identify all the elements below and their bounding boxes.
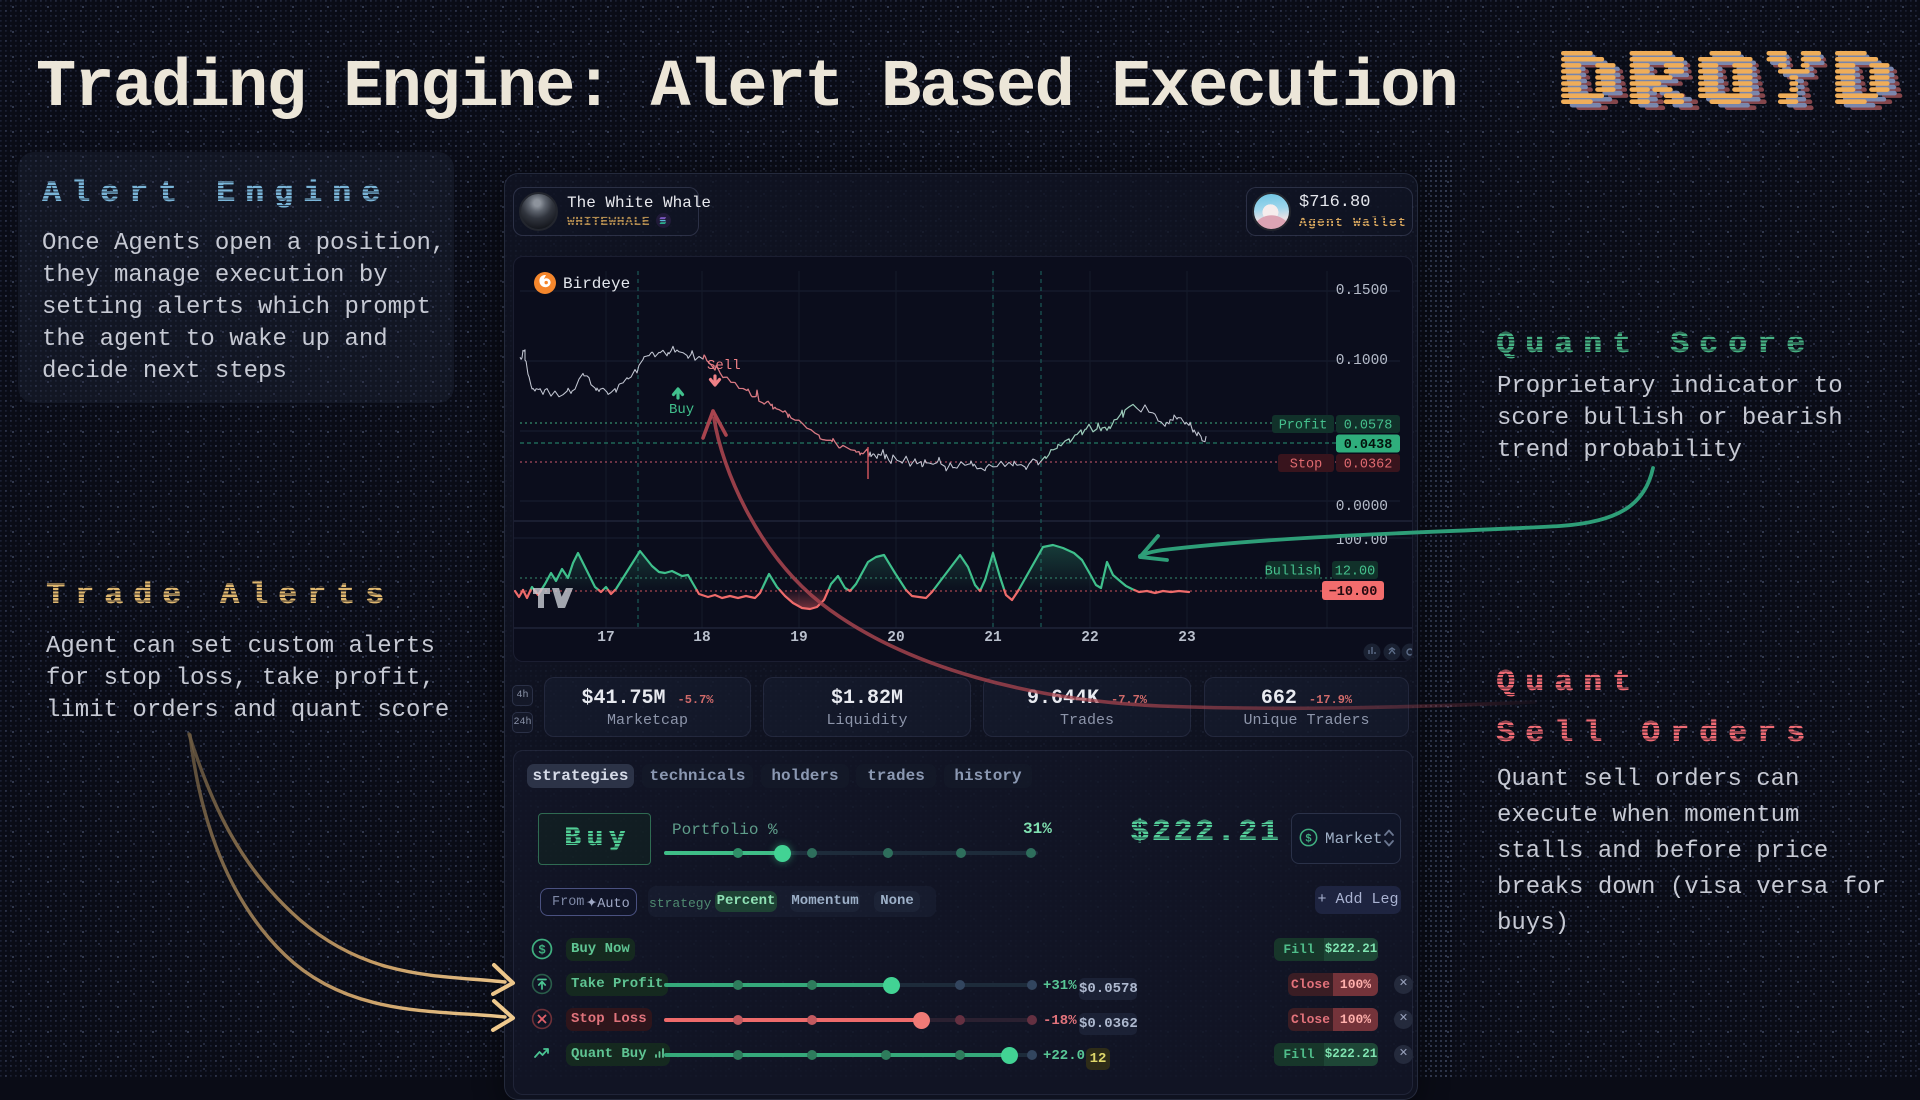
svg-text:17: 17 xyxy=(597,630,614,646)
svg-text:100.00: 100.00 xyxy=(1336,533,1388,549)
svg-text:$: $ xyxy=(538,943,546,958)
svg-text:Stop: Stop xyxy=(1290,458,1322,473)
svg-text:23: 23 xyxy=(1178,630,1195,646)
svg-text:−10.00: −10.00 xyxy=(1329,585,1378,600)
svg-text:18: 18 xyxy=(693,630,710,646)
svg-text:Profit: Profit xyxy=(1279,419,1328,434)
svg-text:0.1500: 0.1500 xyxy=(1336,283,1388,299)
svg-text:Sell: Sell xyxy=(707,358,741,374)
svg-text:0.0438: 0.0438 xyxy=(1344,438,1393,453)
svg-text:22: 22 xyxy=(1081,630,1098,646)
svg-text:12.00: 12.00 xyxy=(1335,565,1376,580)
svg-text:0.0000: 0.0000 xyxy=(1336,499,1388,515)
svg-text:0.0578: 0.0578 xyxy=(1344,419,1393,434)
svg-text:19: 19 xyxy=(790,630,807,646)
svg-text:0.0362: 0.0362 xyxy=(1344,458,1393,473)
svg-text:Birdeye: Birdeye xyxy=(563,275,630,293)
svg-text:0.1000: 0.1000 xyxy=(1336,353,1388,369)
svg-text:$: $ xyxy=(1305,833,1312,845)
svg-text:Bullish: Bullish xyxy=(1265,565,1322,580)
svg-text:20: 20 xyxy=(887,630,904,646)
svg-text:Buy: Buy xyxy=(669,402,694,418)
svg-text:21: 21 xyxy=(984,630,1002,646)
